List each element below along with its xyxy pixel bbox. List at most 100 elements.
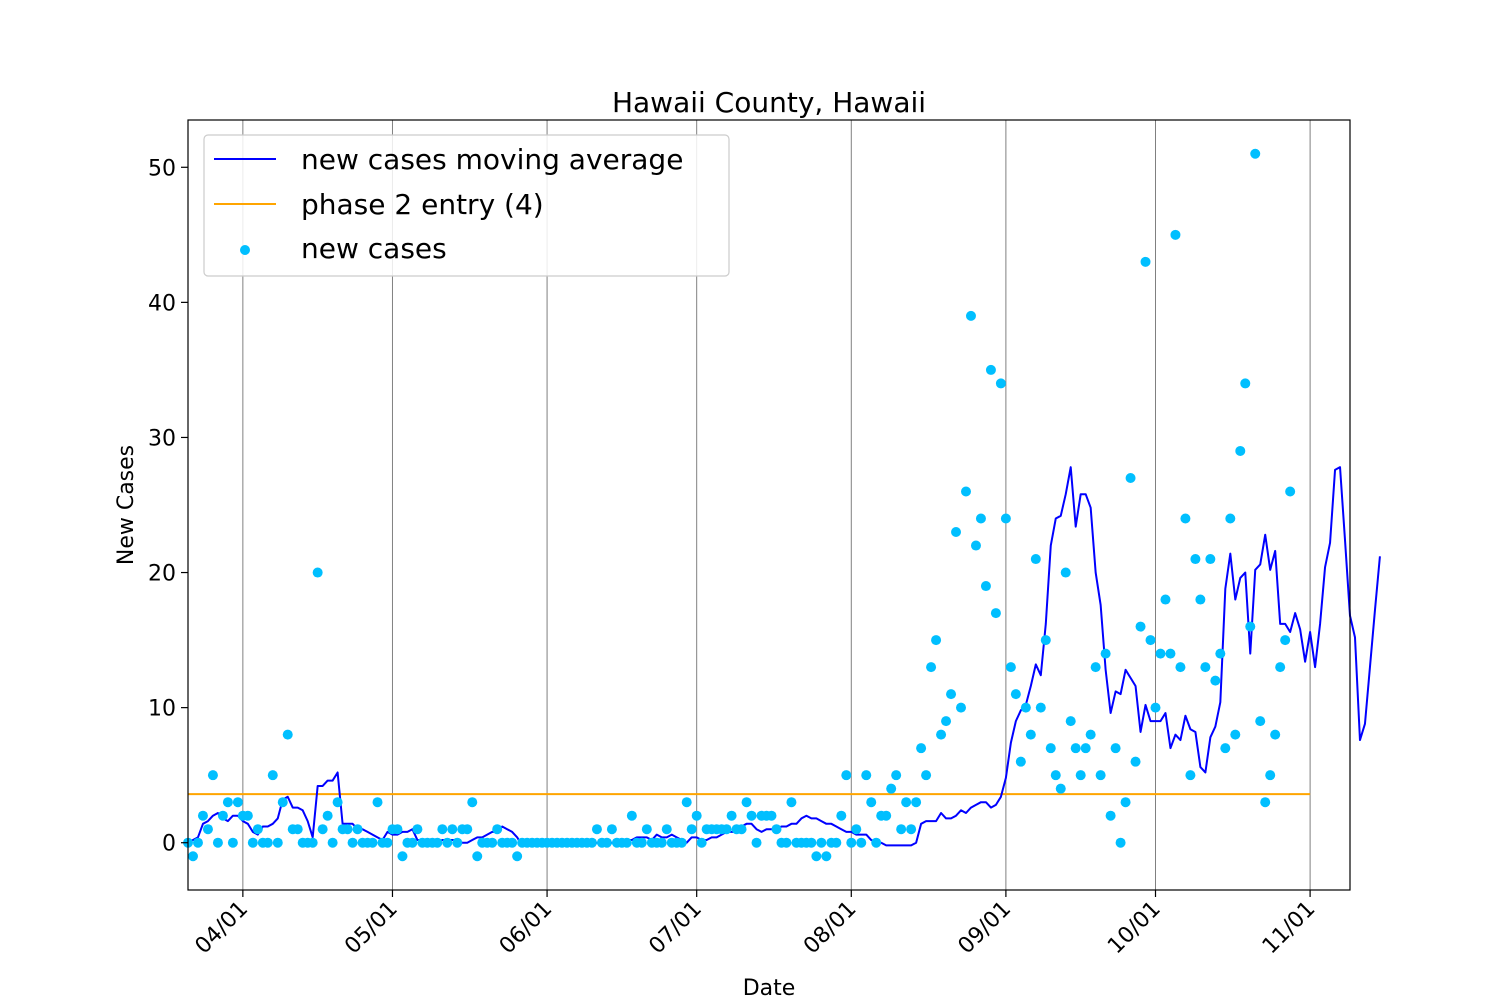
- chart-title: Hawaii County, Hawaii: [612, 86, 926, 119]
- new-cases-point: [1170, 229, 1181, 240]
- new-cases-point: [591, 824, 602, 835]
- new-cases-point: [841, 770, 852, 781]
- x-tick-label: 09/01: [954, 897, 1017, 960]
- new-cases-point: [1230, 729, 1241, 740]
- new-cases-point: [1185, 770, 1196, 781]
- new-cases-point: [1275, 662, 1286, 673]
- new-cases-point: [1110, 743, 1121, 754]
- new-cases-point: [1130, 756, 1141, 767]
- new-cases-point: [292, 824, 303, 835]
- new-cases-point: [1005, 662, 1016, 673]
- new-cases-point: [891, 770, 902, 781]
- new-cases-point: [1285, 486, 1296, 497]
- new-cases-point: [1090, 662, 1101, 673]
- new-cases-point: [1165, 648, 1176, 659]
- new-cases-point: [676, 837, 687, 848]
- x-tick-label: 10/01: [1103, 897, 1166, 960]
- new-cases-point: [1140, 256, 1151, 267]
- new-cases-point: [1100, 648, 1111, 659]
- new-cases-point: [187, 851, 198, 862]
- new-cases-point: [960, 486, 971, 497]
- legend-box: [203, 134, 730, 277]
- new-cases-point: [1125, 472, 1136, 483]
- y-tick-label: 30: [148, 426, 176, 451]
- new-cases-point: [1010, 689, 1021, 700]
- new-cases-point: [656, 837, 667, 848]
- new-cases-point: [956, 702, 966, 713]
- y-tick-label: 10: [148, 697, 176, 722]
- new-cases-point: [736, 824, 747, 835]
- new-cases-point: [921, 770, 932, 781]
- new-cases-point: [277, 797, 288, 808]
- new-cases-scatter-layer: [183, 148, 1296, 862]
- legend: new cases moving average phase 2 entry (…: [203, 134, 730, 277]
- new-cases-point: [1050, 770, 1061, 781]
- new-cases-point: [1200, 662, 1211, 673]
- moving-average-line: [187, 466, 1381, 847]
- new-cases-point: [1255, 716, 1266, 727]
- new-cases-point: [212, 837, 223, 848]
- new-cases-point: [1265, 770, 1276, 781]
- new-cases-point: [951, 527, 962, 538]
- new-cases-point: [866, 797, 877, 808]
- new-cases-point: [262, 837, 273, 848]
- new-cases-point: [985, 364, 996, 375]
- new-cases-point: [786, 797, 797, 808]
- new-cases-point: [861, 770, 872, 781]
- new-cases-point: [886, 783, 897, 794]
- new-cases-point: [771, 824, 782, 835]
- new-cases-point: [1150, 702, 1161, 713]
- new-cases-point: [816, 837, 827, 848]
- new-cases-point: [975, 513, 986, 524]
- x-tick-label: 08/01: [799, 897, 862, 960]
- new-cases-point: [432, 837, 443, 848]
- new-cases-point: [1060, 567, 1071, 578]
- new-cases-point: [995, 378, 1006, 389]
- y-tick-label: 40: [148, 291, 176, 316]
- new-cases-point: [1145, 635, 1156, 646]
- x-tick-label: 06/01: [495, 897, 558, 960]
- new-cases-point: [681, 797, 692, 808]
- new-cases-point: [222, 797, 233, 808]
- x-axis-label: Date: [743, 976, 796, 1000]
- new-cases-point: [851, 824, 862, 835]
- new-cases-point: [941, 716, 952, 727]
- new-cases-point: [871, 837, 882, 848]
- new-cases-point: [242, 810, 253, 821]
- new-cases-point: [492, 824, 503, 835]
- legend-label-moving-average: new cases moving average: [301, 143, 683, 176]
- new-cases-point: [312, 567, 323, 578]
- new-cases-point: [931, 635, 942, 646]
- new-cases-point: [831, 837, 842, 848]
- new-cases-point: [217, 810, 228, 821]
- new-cases-point: [472, 851, 483, 862]
- x-tick-label: 11/01: [1258, 897, 1321, 960]
- new-cases-point: [342, 824, 353, 835]
- new-cases-point: [252, 824, 263, 835]
- x-tick-label: 07/01: [644, 897, 707, 960]
- new-cases-point: [1195, 594, 1206, 605]
- new-cases-point: [980, 581, 991, 592]
- new-cases-point: [317, 824, 328, 835]
- new-cases-point: [397, 851, 408, 862]
- new-cases-point: [1000, 513, 1011, 524]
- y-tick-label: 50: [148, 156, 176, 181]
- new-cases-point: [601, 837, 612, 848]
- new-cases-point: [1220, 743, 1231, 754]
- new-cases-point: [896, 824, 907, 835]
- new-cases-point: [691, 810, 702, 821]
- new-cases-point: [811, 851, 822, 862]
- new-cases-point: [1240, 378, 1251, 389]
- new-cases-point: [1210, 675, 1221, 686]
- new-cases-point: [1120, 797, 1131, 808]
- new-cases-point: [412, 824, 423, 835]
- new-cases-point: [282, 729, 293, 740]
- new-cases-point: [1270, 729, 1281, 740]
- new-cases-point: [347, 837, 358, 848]
- new-cases-point: [1235, 445, 1246, 456]
- new-cases-point: [452, 837, 463, 848]
- new-cases-point: [1025, 729, 1036, 740]
- new-cases-point: [367, 837, 378, 848]
- new-cases-point: [926, 662, 937, 673]
